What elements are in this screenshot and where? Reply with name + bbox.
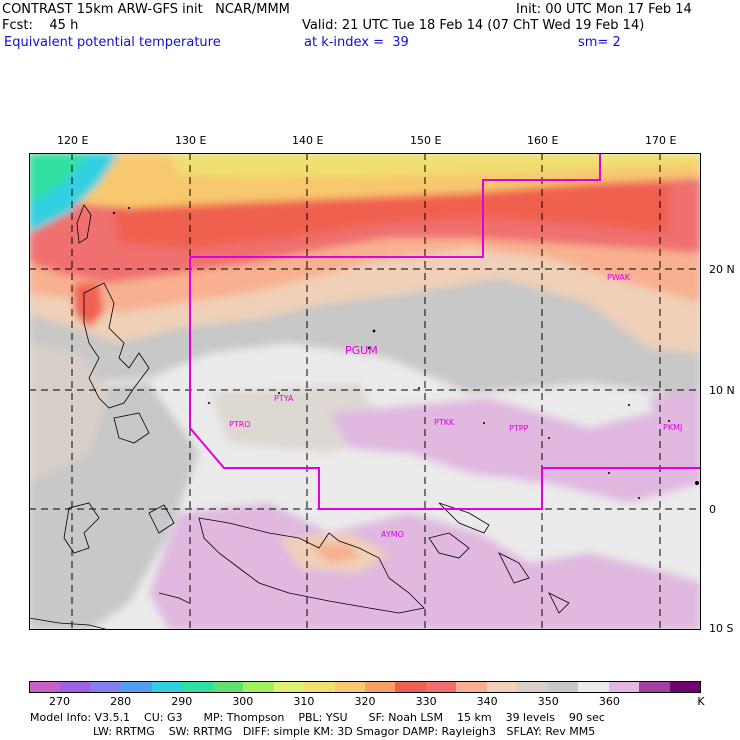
colorbar-tick-label: 320 (354, 695, 376, 708)
lon-label-150e: 150 E (410, 134, 442, 147)
colorbar-swatch (90, 682, 122, 692)
colorbar-tick-label: 280 (110, 695, 132, 708)
colorbar-swatch (639, 682, 670, 692)
colorbar-swatch (425, 682, 457, 692)
colorbar-tick-label: 350 (537, 695, 559, 708)
colorbar-swatch (364, 682, 396, 692)
lon-label-120e: 120 E (57, 134, 89, 147)
station-pwak: PWAK (607, 273, 631, 282)
colorbar-swatch (121, 682, 152, 692)
colorbar-swatch (273, 682, 305, 692)
new-britain-outline (428, 532, 470, 559)
lon-label-130e: 130 E (175, 134, 207, 147)
new-guinea-outline (198, 517, 425, 614)
station-pkmj: PKMJ (663, 423, 682, 432)
plot-title: CONTRAST 15km ARW-GFS init NCAR/MMM (2, 2, 290, 17)
region-boundary (189, 153, 701, 510)
lon-label-160e: 160 E (527, 134, 559, 147)
colorbar-swatch (608, 682, 640, 692)
colorbar-tick-label: 340 (476, 695, 498, 708)
colorbar-tick-label: 290 (171, 695, 193, 708)
model-info-line2: LW: RRTMG SW: RRTMG DIFF: simple KM: 3D … (30, 725, 596, 738)
lat-label-10n: 10 N (709, 384, 735, 397)
colorbar-swatch (334, 682, 365, 692)
mindanao-outline (113, 412, 150, 444)
lon-label-170e: 170 E (645, 134, 677, 147)
station-ptro: PTRO (229, 420, 251, 429)
lat-label-equator: 0 (709, 503, 716, 516)
colorbar-swatch (243, 682, 274, 692)
colorbar-swatch (304, 682, 335, 692)
colorbar-tick-label: 300 (232, 695, 254, 708)
station-labels: PWAK PGUM PTYA PTRO PTKK PTPP PKMJ AYMO (229, 273, 682, 539)
colorbar-swatch (486, 682, 518, 692)
coastlines (29, 204, 570, 630)
colorbar-tick-label: 360 (598, 695, 620, 708)
colorbar-swatch (30, 682, 61, 692)
colorbar-swatch (517, 682, 548, 692)
lon-label-140e: 140 E (292, 134, 324, 147)
map-frame (29, 153, 701, 630)
smoothing-info: sm= 2 (578, 35, 621, 50)
colorbar-swatch (182, 682, 213, 692)
sulawesi-outline (63, 502, 100, 554)
level-info: at k-index = 39 (304, 35, 409, 50)
taiwan-outline (76, 204, 92, 244)
station-ptpp: PTPP (509, 424, 529, 433)
lat-label-20n: 20 N (709, 263, 735, 276)
colorbar-tick-label: 330 (415, 695, 437, 708)
colorbar-swatch (212, 682, 244, 692)
station-ptkk: PTKK (434, 418, 455, 427)
lat-label-10s: 10 S (709, 622, 734, 635)
philippines-outline (83, 282, 150, 409)
colorbar-swatch (547, 682, 579, 692)
colorbar-swatch (60, 682, 91, 692)
colorbar-swatch (151, 682, 183, 692)
valid-time: Valid: 21 UTC Tue 18 Feb 14 (07 ChT Wed … (302, 18, 645, 33)
colorbar-swatch (578, 682, 609, 692)
station-ptya: PTYA (274, 394, 294, 403)
theta-e-field (29, 153, 701, 630)
colorbar-tick-label: 270 (49, 695, 71, 708)
map-panel: PWAK PGUM PTYA PTRO PTKK PTPP PKMJ AYMO (29, 153, 701, 630)
init-time: Init: 00 UTC Mon 17 Feb 14 (516, 2, 692, 17)
colorbar-tick-label: K (697, 695, 705, 708)
colorbar-swatch (669, 682, 700, 692)
colorbar (29, 681, 701, 693)
model-info-line1: Model Info: V3.5.1 CU: G3 MP: Thompson P… (30, 711, 605, 724)
small-islands (112, 207, 699, 499)
colorbar-tick-label: 310 (293, 695, 315, 708)
forecast-hour: Fcst: 45 h (2, 18, 79, 33)
station-aymo: AYMO (381, 530, 404, 539)
field-name: Equivalent potential temperature (4, 35, 221, 50)
station-pgum: PGUM (345, 344, 378, 357)
colorbar-swatch (456, 682, 487, 692)
new-ireland-outline (438, 502, 490, 534)
colorbar-swatch (395, 682, 426, 692)
